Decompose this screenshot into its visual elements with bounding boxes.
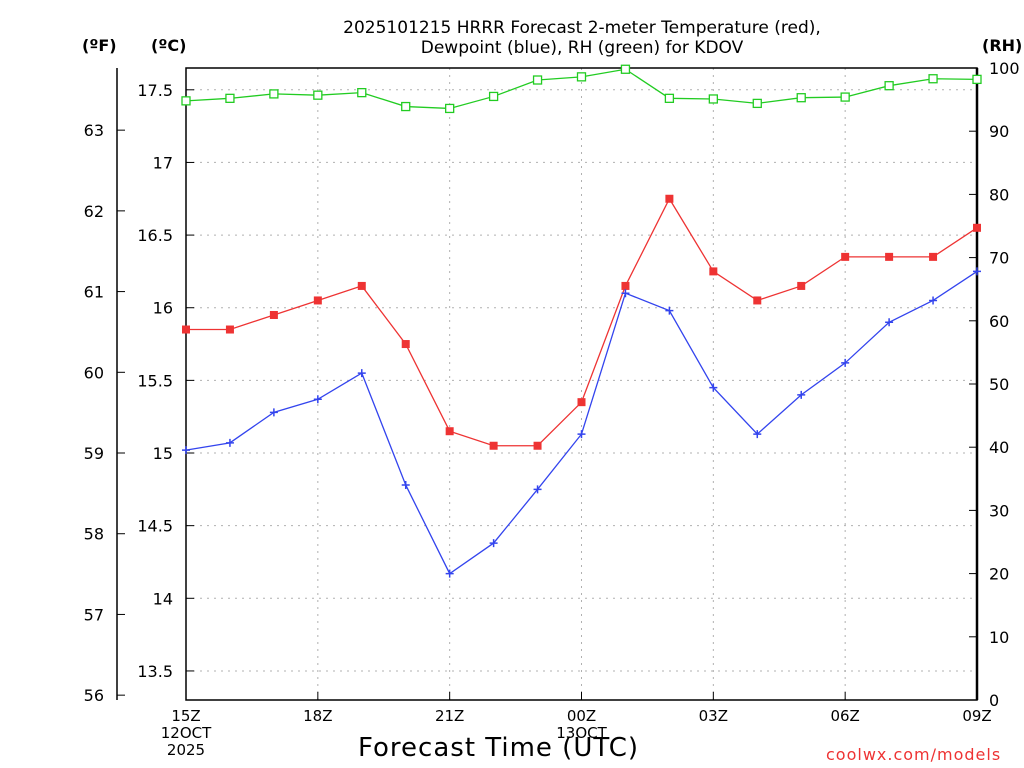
temperature-point	[973, 224, 981, 232]
dewpoint-point	[973, 267, 981, 275]
celsius-tick-label: 15	[153, 444, 173, 463]
fahrenheit-tick-label: 62	[84, 202, 104, 221]
rh-point	[797, 94, 805, 102]
temperature-point	[841, 253, 849, 261]
rh-tick-label: 90	[989, 122, 1009, 141]
dewpoint-line	[186, 271, 977, 573]
dewpoint-point	[358, 369, 366, 377]
credit-link[interactable]: coolwx.com/models	[826, 745, 1001, 764]
rh-point	[709, 95, 717, 103]
rh-point	[973, 75, 981, 83]
temperature-point	[490, 442, 498, 450]
temperature-point	[270, 311, 278, 319]
fahrenheit-tick-label: 60	[84, 363, 104, 382]
fahrenheit-tick-label: 61	[84, 283, 104, 302]
x-tick-label: 03Z	[699, 707, 728, 725]
x-tick-label: 00Z	[567, 707, 596, 725]
dewpoint-point	[226, 439, 234, 447]
fahrenheit-tick-label: 58	[84, 525, 104, 544]
rh-tick-label: 80	[989, 185, 1009, 204]
fahrenheit-tick-label: 59	[84, 444, 104, 463]
x-axis-title: Forecast Time (UTC)	[358, 733, 639, 763]
temperature-point	[182, 326, 190, 334]
celsius-tick-label: 16	[153, 299, 173, 318]
celsius-tick-label: 17	[153, 153, 173, 172]
rh-point	[841, 93, 849, 101]
fahrenheit-tick-label: 63	[84, 121, 104, 140]
rh-tick-label: 60	[989, 312, 1009, 331]
dewpoint-point	[665, 307, 673, 315]
rh-point	[446, 104, 454, 112]
rh-tick-label: 70	[989, 249, 1009, 268]
rh-point	[753, 99, 761, 107]
temperature-point	[226, 326, 234, 334]
rh-tick-label: 30	[989, 501, 1009, 520]
fahrenheit-tick-label: 57	[84, 605, 104, 624]
meteogram-chart: 13.5 14 14.5 15 15.5 16 16.5 17 17.5 56 57 58 59 60 61…	[0, 0, 1024, 768]
x-tick-label: 15Z	[171, 707, 200, 725]
celsius-tick-label: 13.5	[137, 662, 173, 681]
rh-point	[270, 90, 278, 98]
temperature-point	[534, 442, 542, 450]
rh-point	[534, 76, 542, 84]
rh-point	[358, 89, 366, 97]
rh-point	[314, 91, 322, 99]
temperature-point	[797, 282, 805, 290]
x-tick-label: 2025	[167, 741, 205, 759]
celsius-tick-label: 17.5	[137, 81, 173, 100]
x-tick-label: 12OCT	[161, 724, 212, 742]
temperature-point	[885, 253, 893, 261]
x-tick-label: 18Z	[303, 707, 332, 725]
temperature-line	[186, 199, 977, 446]
dewpoint-point	[314, 395, 322, 403]
rh-point	[490, 92, 498, 100]
dewpoint-point	[446, 570, 454, 578]
rh-point	[182, 97, 190, 105]
rh-point	[402, 103, 410, 111]
temperature-point	[578, 398, 586, 406]
temperature-point	[402, 340, 410, 348]
x-tick-label: 09Z	[962, 707, 991, 725]
x-tick-label: 21Z	[435, 707, 464, 725]
temperature-point	[446, 427, 454, 435]
rh-point	[665, 94, 673, 102]
rh-tick-label: 50	[989, 375, 1009, 394]
fahrenheit-tick-label: 56	[84, 686, 104, 705]
celsius-tick-label: 14	[153, 589, 173, 608]
rh-tick-label: 10	[989, 628, 1009, 647]
celsius-tick-label: 14.5	[137, 517, 173, 536]
rh-point	[226, 94, 234, 102]
rh-tick-label: 40	[989, 438, 1009, 457]
temperature-point	[929, 253, 937, 261]
rh-tick-label: 20	[989, 565, 1009, 584]
rh-point	[885, 82, 893, 90]
rh-point	[578, 73, 586, 81]
rh-point	[929, 75, 937, 83]
temperature-point	[621, 282, 629, 290]
temperature-point	[753, 296, 761, 304]
dewpoint-point	[270, 408, 278, 416]
rh-point	[621, 65, 629, 73]
dewpoint-point	[402, 481, 410, 489]
celsius-tick-label: 15.5	[137, 371, 173, 390]
temperature-point	[665, 195, 673, 203]
celsius-tick-label: 16.5	[137, 226, 173, 245]
rh-tick-label: 100	[989, 59, 1020, 78]
x-tick-label: 06Z	[830, 707, 859, 725]
temperature-point	[709, 267, 717, 275]
dewpoint-point	[621, 289, 629, 297]
dewpoint-point	[929, 296, 937, 304]
temperature-point	[314, 296, 322, 304]
temperature-point	[358, 282, 366, 290]
